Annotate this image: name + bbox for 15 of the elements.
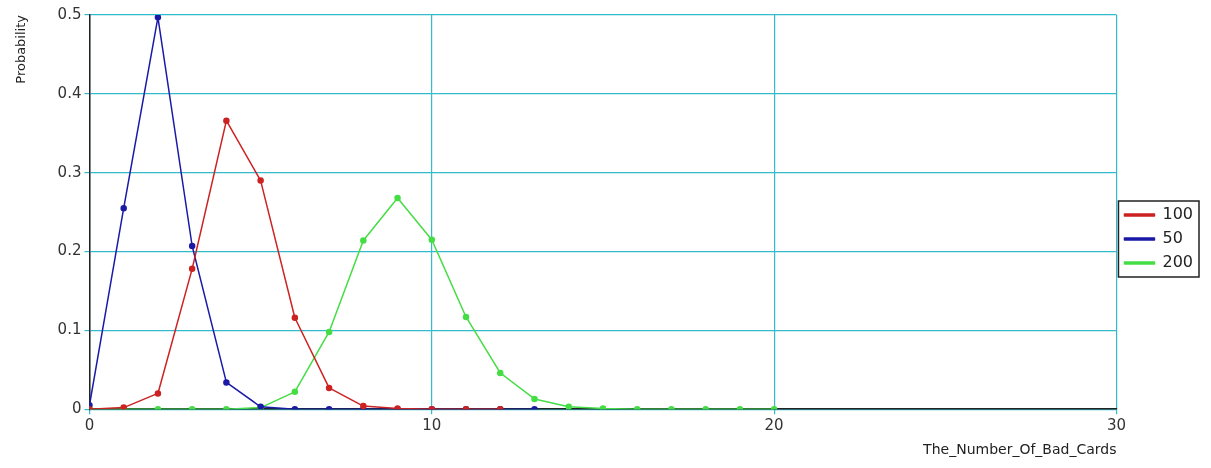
y-tick-label: 0.2: [57, 241, 82, 260]
x-tick-label: 0: [84, 416, 95, 435]
x-tick-label: 10: [422, 416, 442, 435]
y-tick-label: 0.4: [57, 83, 82, 102]
legend-label: 100: [1162, 204, 1194, 224]
x-tick-label: 20: [764, 416, 784, 435]
x-tick-label: 30: [1106, 416, 1127, 435]
y-tick-label: 0.5: [57, 4, 82, 23]
y-axis-title: Probability: [13, 14, 29, 84]
legend-label: 200: [1162, 252, 1194, 272]
y-tick-label: 0.3: [57, 162, 82, 181]
y-tick-label: 0: [71, 399, 82, 418]
x-axis-title: The_Number_Of_Bad_Cards: [922, 441, 1117, 458]
legend-label: 50: [1162, 228, 1183, 248]
y-tick-label: 0.1: [57, 320, 82, 339]
